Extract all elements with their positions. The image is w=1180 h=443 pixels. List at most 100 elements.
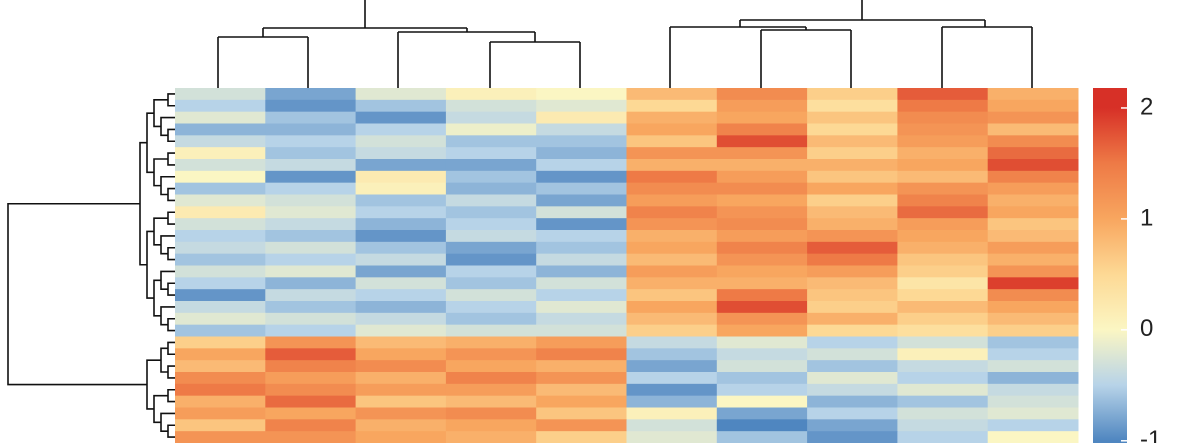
heatmap-cell: [536, 135, 627, 148]
heatmap-cell: [897, 218, 989, 231]
heatmap-cell: [445, 159, 537, 172]
heatmap-cell: [265, 431, 357, 443]
heatmap-cell: [175, 301, 266, 314]
heatmap-cell: [355, 170, 447, 184]
heatmap-cell: [536, 348, 627, 361]
heatmap-cell: [716, 265, 808, 278]
heatmap-cell: [807, 277, 898, 290]
heatmap-cell: [445, 230, 537, 243]
heatmap-cell: [536, 277, 627, 290]
heatmap-cell: [175, 395, 266, 408]
heatmap-cell: [626, 277, 718, 290]
heatmap-cell: [987, 383, 1079, 397]
heatmap-cell: [355, 135, 447, 148]
heatmap-cell: [897, 372, 989, 385]
heatmap-cell: [987, 206, 1079, 219]
heatmap-cell: [355, 265, 447, 278]
heatmap-cell: [716, 395, 808, 408]
heatmap-cell: [265, 241, 357, 255]
heatmap-cell: [626, 407, 718, 420]
heatmap-cell: [987, 194, 1079, 207]
heatmap-cell: [355, 277, 447, 290]
heatmap-cell: [445, 372, 537, 385]
heatmap-cell: [807, 147, 898, 160]
heatmap-cell: [175, 324, 266, 337]
heatmap-cell: [626, 206, 718, 219]
heatmap-cell: [987, 111, 1079, 124]
dendrogram-branch: [167, 282, 175, 296]
dendrogram-branch: [167, 341, 175, 356]
heatmap-cell: [807, 348, 898, 361]
heatmap-cell: [265, 99, 357, 113]
dendrogram-branch: [167, 424, 175, 438]
heatmap-cell: [536, 170, 627, 184]
heatmap-cell: [536, 206, 627, 219]
heatmap-cell: [445, 147, 537, 160]
heatmap-cell: [716, 123, 808, 136]
heatmap-cell: [626, 419, 718, 432]
dendrogram-branch: [167, 187, 175, 202]
heatmap-cell: [807, 265, 898, 278]
dendrogram-branch: [167, 128, 175, 143]
heatmap-cell: [445, 360, 537, 373]
heatmap-cell: [445, 431, 537, 443]
heatmap-cell: [897, 111, 989, 124]
heatmap-cell: [536, 301, 627, 314]
heatmap-cell: [536, 431, 627, 443]
heatmap-cell: [445, 218, 537, 231]
heatmap-cell: [355, 312, 447, 326]
heatmap-cell: [807, 253, 898, 266]
heatmap-cell: [355, 218, 447, 231]
heatmap-cell: [897, 194, 989, 207]
heatmap-cell: [445, 324, 537, 337]
heatmap-cell: [626, 301, 718, 314]
heatmap-cell: [445, 265, 537, 278]
heatmap-cell: [897, 230, 989, 243]
heatmap-cell: [536, 182, 627, 195]
heatmap-cell: [987, 289, 1079, 302]
heatmap-cell: [626, 135, 718, 148]
heatmap-cell: [265, 159, 357, 172]
heatmap-cell: [897, 336, 989, 349]
dendrogram-branch: [7, 202, 147, 386]
heatmap-cell: [175, 289, 266, 302]
heatmap-cell: [265, 194, 357, 207]
heatmap-cell: [626, 336, 718, 349]
heatmap-cell: [355, 194, 447, 207]
heatmap-cell: [987, 159, 1079, 172]
heatmap-cell: [626, 324, 718, 337]
heatmap-cell: [445, 182, 537, 195]
dendrogram-branch: [167, 317, 175, 332]
heatmap-cell: [445, 135, 537, 148]
heatmap-cell: [807, 383, 898, 397]
heatmap-cell: [807, 88, 898, 101]
dendrogram-branch: [153, 279, 161, 317]
heatmap-cell: [626, 360, 718, 373]
heatmap-cell: [716, 348, 808, 361]
heatmap-cell: [265, 170, 357, 184]
heatmap-cell: [445, 241, 537, 255]
heatmap-cell: [897, 360, 989, 373]
heatmap-cell: [897, 324, 989, 337]
heatmap-cell: [445, 88, 537, 101]
heatmap-cell: [807, 241, 898, 255]
heatmap-cell: [987, 407, 1079, 420]
heatmap-cell: [175, 407, 266, 420]
heatmap-cell: [716, 336, 808, 349]
heatmap-cell: [987, 147, 1079, 160]
heatmap-cell: [355, 182, 447, 195]
heatmap-cell: [175, 230, 266, 243]
heatmap-cell: [265, 336, 357, 349]
heatmap-cell: [355, 360, 447, 373]
colorbar-tick-label: 2: [1140, 93, 1153, 120]
heatmap-cell: [897, 182, 989, 195]
dendrogram-branch: [146, 230, 154, 299]
heatmap-cell: [987, 372, 1079, 385]
heatmap-cell: [626, 431, 718, 443]
heatmap-cell: [175, 182, 266, 195]
heatmap-cell: [626, 182, 718, 195]
dendrogram-branch: [167, 93, 175, 107]
heatmap-cell: [897, 348, 989, 361]
heatmap-cell: [265, 383, 357, 397]
